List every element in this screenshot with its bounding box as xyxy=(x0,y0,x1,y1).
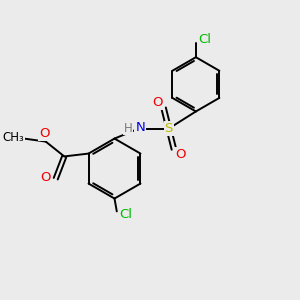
Text: N: N xyxy=(135,121,145,134)
Text: O: O xyxy=(40,171,51,184)
Text: O: O xyxy=(39,127,50,140)
Text: O: O xyxy=(152,96,163,110)
Text: O: O xyxy=(175,148,185,161)
Text: H: H xyxy=(124,122,132,134)
Text: CH₃: CH₃ xyxy=(2,131,24,144)
Text: Cl: Cl xyxy=(199,33,212,46)
Text: Cl: Cl xyxy=(119,208,132,221)
Text: S: S xyxy=(165,122,173,135)
